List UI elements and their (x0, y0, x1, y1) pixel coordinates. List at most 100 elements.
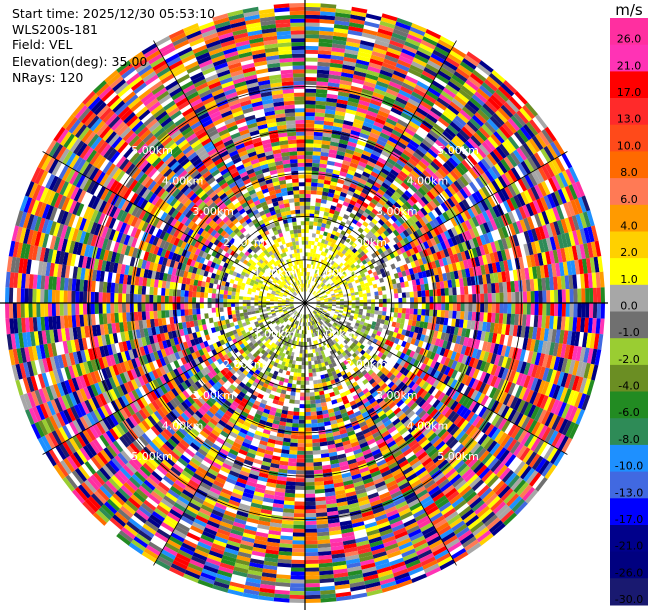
velocity-cell (339, 269, 345, 274)
velocity-cell (276, 363, 282, 369)
velocity-cell (289, 245, 294, 251)
velocity-cell (274, 293, 280, 296)
velocity-cell (110, 282, 116, 293)
velocity-cell (311, 170, 319, 176)
velocity-cell (444, 287, 449, 296)
velocity-cell (285, 324, 289, 329)
velocity-cell (314, 391, 320, 396)
velocity-cell (312, 291, 316, 295)
velocity-cell (318, 316, 322, 321)
velocity-cell (283, 284, 288, 289)
velocity-cell (277, 228, 283, 234)
velocity-cell (306, 318, 308, 323)
velocity-cell (365, 354, 372, 361)
velocity-cell (248, 341, 254, 348)
velocity-cell (336, 372, 343, 378)
velocity-cell (297, 155, 305, 160)
velocity-cell (378, 303, 383, 308)
velocity-cell (278, 309, 283, 312)
velocity-cell (322, 284, 327, 289)
velocity-cell (293, 261, 297, 266)
velocity-cell (308, 365, 312, 370)
velocity-cell (326, 291, 331, 295)
velocity-cell (278, 232, 284, 238)
velocity-cell (284, 362, 289, 367)
velocity-cell (357, 326, 362, 332)
velocity-cell (266, 375, 272, 382)
velocity-cell (289, 229, 294, 235)
velocity-cell (280, 271, 285, 276)
velocity-cell (315, 351, 320, 357)
velocity-cell (335, 306, 340, 309)
velocity-cell (361, 315, 366, 320)
velocity-cell (348, 275, 354, 280)
velocity-cell (240, 285, 245, 290)
velocity-cell (269, 336, 274, 341)
velocity-cell (345, 324, 351, 329)
velocity-cell (319, 338, 323, 343)
velocity-cell (282, 285, 287, 290)
velocity-cell (324, 314, 329, 318)
velocity-cell (341, 271, 346, 276)
velocity-cell (254, 295, 259, 299)
velocity-cell (204, 287, 209, 293)
velocity-cell (399, 276, 405, 283)
velocity-cell (294, 198, 300, 203)
velocity-cell (279, 257, 284, 263)
velocity-cell (437, 303, 442, 311)
velocity-cell (319, 281, 324, 286)
velocity-cell (231, 295, 236, 300)
velocity-cell (282, 294, 287, 297)
velocity-cell (261, 326, 266, 331)
velocity-cell (288, 375, 294, 380)
velocity-cell (258, 243, 264, 249)
velocity-cell (329, 288, 334, 292)
velocity-cell (327, 329, 332, 334)
velocity-cell (275, 350, 281, 356)
velocity-cell (301, 334, 304, 338)
velocity-cell (278, 307, 283, 311)
velocity-cell (305, 116, 315, 121)
velocity-cell (278, 351, 283, 357)
velocity-cell (287, 263, 291, 268)
velocity-cell (282, 315, 287, 319)
velocity-cell (263, 249, 269, 255)
velocity-cell (472, 303, 477, 312)
velocity-cell (334, 337, 339, 343)
velocity-cell (320, 313, 325, 317)
velocity-cell (346, 347, 352, 353)
velocity-cell (337, 313, 343, 317)
velocity-cell (320, 242, 325, 248)
velocity-cell (248, 258, 254, 265)
velocity-cell (354, 291, 359, 296)
velocity-cell (286, 414, 294, 420)
velocity-cell (273, 285, 278, 289)
velocity-cell (316, 301, 321, 303)
velocity-cell (311, 423, 318, 428)
velocity-cell (318, 234, 324, 239)
velocity-cell (345, 219, 352, 226)
velocity-cell (328, 355, 334, 360)
velocity-cell (331, 399, 338, 405)
velocity-cell (247, 287, 253, 292)
velocity-cell (283, 332, 288, 337)
velocity-cell (356, 258, 362, 265)
velocity-cell (314, 206, 321, 211)
velocity-cell (264, 287, 269, 291)
velocity-cell (366, 312, 371, 317)
velocity-cell (303, 287, 305, 292)
velocity-cell (324, 248, 329, 254)
velocity-cell (219, 289, 225, 295)
velocity-cell (297, 276, 301, 281)
velocity-cell (300, 209, 305, 214)
velocity-cell (483, 283, 488, 294)
velocity-cell (294, 264, 298, 270)
velocity-cell (235, 292, 240, 297)
velocity-cell (292, 221, 297, 226)
velocity-cell (184, 303, 189, 310)
velocity-cell (355, 297, 360, 301)
velocity-cell (316, 300, 321, 302)
velocity-cell (157, 310, 162, 319)
velocity-cell (279, 267, 284, 272)
velocity-cell (317, 290, 321, 294)
